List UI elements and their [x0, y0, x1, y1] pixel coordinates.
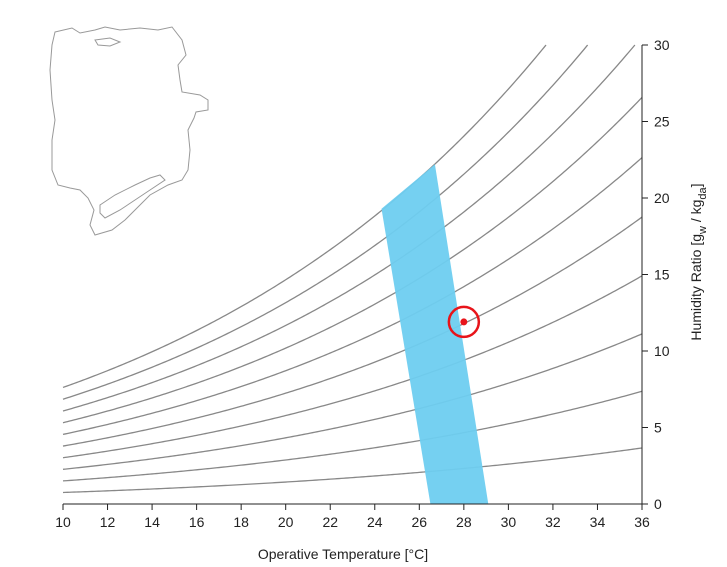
x-tick-label: 16: [189, 514, 205, 530]
y-tick-label: 15: [654, 267, 670, 283]
x-axis-title: Operative Temperature [°C]: [258, 546, 428, 562]
current-point-ring: [447, 305, 481, 339]
x-tick-label: 18: [233, 514, 249, 530]
x-tick-label: 26: [412, 514, 428, 530]
y-axis-title-close: ]: [688, 183, 704, 187]
y-axis-title-sep: / kg: [688, 200, 704, 226]
rh-curve-60: [62, 157, 643, 436]
relative-humidity-curves: [62, 44, 643, 494]
x-tick-label: 24: [367, 514, 383, 530]
x-tick-label: 10: [55, 514, 71, 530]
x-tick-label: 12: [100, 514, 116, 530]
rh-curve-90: [62, 44, 589, 400]
y-axis-title-main: Humidity Ratio [g: [688, 234, 704, 341]
rh-curve-10: [62, 447, 643, 494]
map-inset: [49, 26, 209, 236]
x-tick-label: 30: [501, 514, 517, 530]
current-point-dot: [460, 318, 468, 326]
rh-curve-100: [62, 44, 547, 389]
x-tick-label: 28: [456, 514, 472, 530]
rh-curve-70: [62, 96, 643, 424]
x-tick-label: 20: [278, 514, 294, 530]
y-axis-ticks: 0 5 10 15 20 25 30: [642, 37, 670, 512]
y-tick-label: 25: [654, 114, 670, 130]
rh-curve-80: [62, 44, 636, 412]
x-tick-label: 34: [590, 514, 606, 530]
current-point-marker: [447, 305, 481, 339]
rh-curve-50: [62, 216, 643, 447]
y-tick-label: 20: [654, 190, 670, 206]
x-tick-label: 32: [545, 514, 561, 530]
comfort-zone: [381, 164, 489, 505]
rh-curve-40: [62, 275, 643, 459]
y-axis-title: Humidity Ratio [gw / kgda]: [688, 183, 709, 340]
y-axis-title-sub-w: w: [697, 226, 709, 235]
x-tick-label: 22: [322, 514, 338, 530]
x-tick-label: 36: [634, 514, 650, 530]
y-tick-label: 30: [654, 37, 670, 53]
x-axis-ticks: 10 12 14 16 18 20 22 24 26 28 30 32 34 36: [55, 504, 650, 530]
y-tick-label: 0: [654, 496, 662, 512]
y-tick-label: 5: [654, 420, 662, 436]
location-map-outline: [49, 26, 209, 236]
rh-curve-30: [62, 333, 643, 470]
rh-curve-20: [62, 390, 643, 482]
x-tick-label: 14: [144, 514, 160, 530]
y-axis-title-sub-da: da: [697, 186, 709, 199]
y-tick-label: 10: [654, 343, 670, 359]
